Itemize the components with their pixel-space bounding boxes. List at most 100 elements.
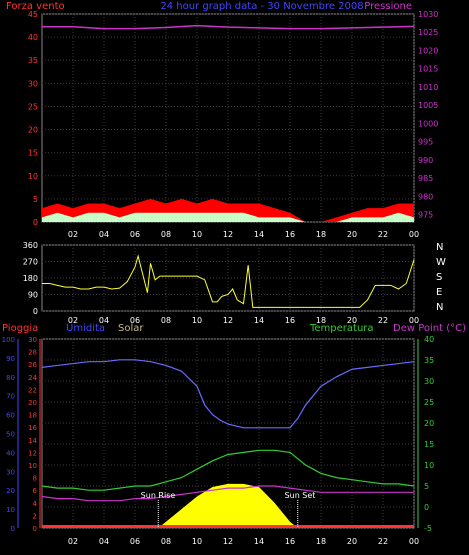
rain-tick-label: 30 bbox=[6, 468, 15, 476]
rain-tick-label: 0 bbox=[11, 525, 15, 533]
x-tick-label: 02 bbox=[68, 316, 78, 325]
wind-direction-series bbox=[42, 254, 415, 308]
direction-tick-label: 0 bbox=[33, 307, 38, 316]
pressure-tick-label: 1005 bbox=[418, 101, 438, 110]
x-tick-label: 22 bbox=[378, 316, 388, 325]
x-tick-label: 10 bbox=[192, 316, 202, 325]
solar-area bbox=[158, 483, 298, 528]
direction-tick-label: 180 bbox=[23, 274, 38, 283]
x-tick-label: 12 bbox=[223, 316, 233, 325]
pressure-tick-label: 1025 bbox=[418, 28, 438, 37]
graph-title: 24 hour graph data - 30 Novembre 2008 bbox=[160, 1, 363, 12]
pressure-tick-label: 980 bbox=[418, 192, 433, 201]
rain-tick-label: 20 bbox=[6, 487, 15, 495]
x-tick-label: 10 bbox=[192, 230, 202, 239]
wind-tick-label: 25 bbox=[28, 102, 38, 111]
x-tick-label: 16 bbox=[285, 316, 295, 325]
humidity-tick-label: 6 bbox=[33, 487, 38, 495]
x-tick-label: 18 bbox=[316, 537, 326, 546]
x-tick-label: 00 bbox=[409, 316, 419, 325]
compass-label: E bbox=[436, 287, 442, 298]
temperature-tick-label: -5 bbox=[424, 524, 432, 533]
wind-tick-label: 0 bbox=[33, 218, 38, 227]
x-tick-label: 10 bbox=[192, 537, 202, 546]
pressure-axis: 975 980 985 990 995 1000 1005 1010 1015 1020 1025 1… bbox=[418, 10, 438, 220]
temperature-tick-label: 20 bbox=[424, 419, 434, 428]
pressure-label: Pressione bbox=[364, 1, 412, 12]
humidity-line bbox=[41, 359, 415, 429]
rain-tick-label: 70 bbox=[6, 393, 15, 401]
wind-tick-label: 10 bbox=[28, 172, 38, 181]
humidity-tick-label: 24 bbox=[28, 374, 37, 382]
x-tick-label: 08 bbox=[161, 537, 171, 546]
pressure-tick-label: 1000 bbox=[418, 119, 438, 128]
pressure-tick-label: 1010 bbox=[418, 83, 438, 92]
x-tick-label: 16 bbox=[285, 537, 295, 546]
climate-panel: -505101520253035400102030405060708090100… bbox=[2, 335, 435, 546]
x-tick-label: 08 bbox=[161, 316, 171, 325]
humidity-tick-label: 12 bbox=[28, 449, 37, 457]
x-tick-label: 06 bbox=[130, 230, 140, 239]
x-tick-label: 20 bbox=[347, 316, 357, 325]
dew-point-label: Dew Point (°C) bbox=[393, 323, 466, 334]
x-tick-label: 04 bbox=[99, 230, 109, 239]
rain-tick-label: 50 bbox=[6, 431, 15, 439]
x-tick-label: 06 bbox=[130, 537, 140, 546]
x-tick-label: 22 bbox=[378, 230, 388, 239]
humidity-label: Umidita bbox=[66, 323, 105, 334]
compass-label: S bbox=[436, 272, 442, 283]
sunrise-label: Sun Rise bbox=[141, 491, 176, 500]
temperature-tick-label: 10 bbox=[424, 461, 434, 470]
x-tick-label: 08 bbox=[161, 230, 171, 239]
temperature-tick-label: 0 bbox=[424, 503, 429, 512]
wind-tick-label: 15 bbox=[28, 149, 38, 158]
direction-tick-label: 360 bbox=[23, 241, 38, 250]
x-tick-label: 02 bbox=[68, 537, 78, 546]
climate-series bbox=[41, 359, 415, 528]
rain-bar bbox=[42, 525, 414, 528]
x-tick-label: 00 bbox=[409, 230, 419, 239]
humidity-tick-label: 2 bbox=[33, 512, 37, 520]
compass-label: N bbox=[436, 302, 443, 313]
wind-direction-x-axis: 02 04 06 08 10 12 14 16 18 20 22 00 bbox=[68, 316, 419, 325]
wind-direction-line bbox=[42, 254, 415, 308]
temperature-tick-label: 15 bbox=[424, 440, 434, 449]
pressure-tick-label: 1030 bbox=[418, 10, 438, 19]
wind-tick-label: 40 bbox=[28, 33, 38, 42]
humidity-tick-label: 0 bbox=[33, 525, 37, 533]
x-tick-label: 04 bbox=[99, 316, 109, 325]
x-tick-label: 22 bbox=[378, 537, 388, 546]
climate-x-axis: 02 04 06 08 10 12 14 16 18 20 22 00 bbox=[68, 537, 419, 546]
x-tick-label: 20 bbox=[347, 230, 357, 239]
humidity-tick-label: 16 bbox=[28, 424, 37, 432]
rain-tick-label: 60 bbox=[6, 412, 15, 420]
x-tick-label: 06 bbox=[130, 316, 140, 325]
rain-tick-label: 90 bbox=[6, 355, 15, 363]
humidity-tick-label: 22 bbox=[28, 386, 37, 394]
wind-force-axis: 0 5 10 15 20 25 30 35 40 45 bbox=[28, 10, 38, 227]
wind-pressure-plot-area bbox=[41, 13, 415, 223]
wind-tick-label: 45 bbox=[28, 10, 38, 19]
wind-tick-label: 35 bbox=[28, 56, 38, 65]
humidity-tick-label: 4 bbox=[33, 500, 38, 508]
x-tick-label: 16 bbox=[285, 230, 295, 239]
humidity-tick-label: 14 bbox=[28, 437, 37, 445]
solar-label: Solar bbox=[118, 323, 144, 334]
humidity-tick-label: 30 bbox=[28, 336, 37, 344]
wind-pressure-grid bbox=[42, 13, 415, 223]
dew-point-line bbox=[41, 485, 414, 502]
humidity-tick-label: 20 bbox=[28, 399, 37, 407]
temperature-line bbox=[41, 449, 415, 491]
humidity-tick-label: 26 bbox=[28, 361, 37, 369]
x-tick-label: 00 bbox=[409, 537, 419, 546]
temperature-tick-label: 40 bbox=[424, 335, 434, 344]
wind-tick-label: 30 bbox=[28, 79, 38, 88]
rain-tick-label: 40 bbox=[6, 449, 15, 457]
temperature-label: Temperatura bbox=[309, 323, 374, 334]
sun-events: Sun Rise Sun Set bbox=[141, 491, 315, 528]
climate-axes: -505101520253035400102030405060708090100… bbox=[2, 335, 435, 533]
